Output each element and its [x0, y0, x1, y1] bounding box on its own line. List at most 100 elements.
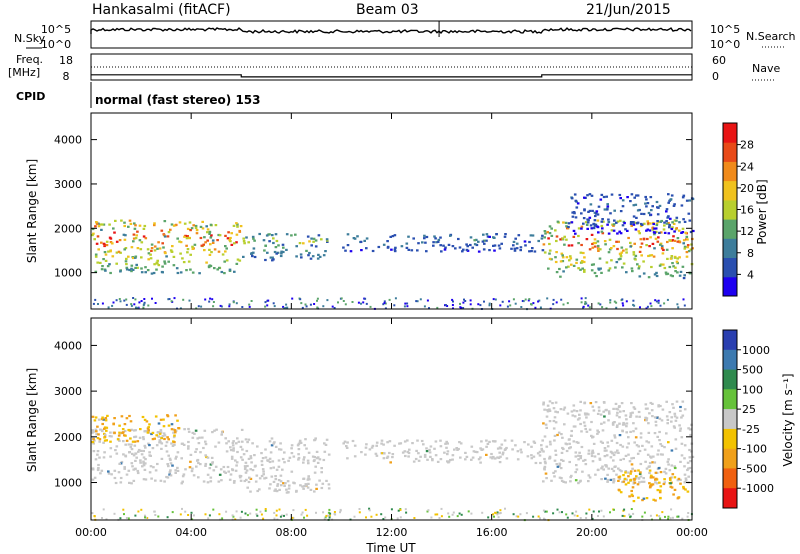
velocity-cell	[160, 457, 164, 460]
velocity-cell	[500, 443, 504, 446]
velocity-cell	[159, 429, 163, 432]
power-cell	[665, 222, 669, 225]
power-cell	[132, 240, 135, 243]
velocity-cell	[429, 455, 432, 458]
power-cell	[588, 216, 592, 219]
velocity-cell	[103, 436, 106, 439]
velocity-cell	[683, 473, 687, 476]
velocity-cell	[92, 450, 96, 453]
power-cell	[685, 251, 689, 254]
velocity-cell	[327, 511, 330, 514]
velocity-cell	[496, 513, 499, 516]
velocity-cell	[501, 451, 505, 454]
power-cell	[663, 266, 667, 270]
velocity-cell	[131, 440, 135, 443]
power-cell	[405, 242, 409, 245]
power-y-label: Slant Range [km]	[25, 159, 39, 263]
velocity-cell	[543, 457, 546, 461]
power-cell	[369, 305, 372, 308]
power-cell	[664, 271, 668, 274]
velocity-cell	[498, 512, 501, 515]
velocity-cell	[623, 515, 626, 518]
velocity-cell	[279, 474, 283, 477]
velocity-cell	[637, 410, 641, 414]
power-cell	[647, 276, 651, 279]
power-cell	[127, 255, 130, 258]
power-cell	[452, 307, 454, 310]
power-cell	[680, 231, 683, 234]
velocity-cell	[381, 452, 384, 455]
velocity-cell	[285, 491, 289, 494]
velocity-cell	[212, 469, 216, 472]
velocity-cell	[532, 455, 536, 458]
velocity-cell	[209, 480, 213, 483]
velocity-cell	[101, 429, 104, 433]
velocity-cell	[179, 513, 182, 516]
power-cell	[662, 248, 665, 252]
velocity-cell	[204, 464, 207, 467]
power-cell	[103, 251, 107, 254]
velocity-cell	[548, 440, 552, 443]
velocity-cell	[132, 468, 135, 471]
power-cell	[282, 250, 285, 254]
velocity-cell	[680, 416, 683, 419]
colorbar-swatch	[723, 238, 737, 258]
velocity-cell	[118, 431, 121, 434]
power-cell	[388, 298, 391, 301]
power-cell	[589, 203, 593, 206]
velocity-cell	[639, 436, 643, 439]
velocity-cell	[618, 469, 622, 472]
power-cell	[172, 224, 176, 227]
velocity-cell	[498, 461, 502, 464]
velocity-cell	[669, 482, 672, 485]
velocity-cell	[657, 405, 660, 408]
velocity-cell	[103, 433, 107, 436]
velocity-cell	[613, 508, 615, 511]
velocity-cell	[624, 471, 627, 474]
power-cell	[590, 233, 594, 236]
power-cell	[667, 215, 670, 218]
freq-unit: [MHz]	[8, 66, 40, 79]
velocity-cell	[446, 450, 450, 453]
power-cell	[322, 254, 326, 257]
velocity-cell	[346, 441, 349, 444]
power-cell	[615, 261, 619, 264]
power-cell	[439, 236, 442, 239]
power-cell	[655, 222, 659, 225]
power-cell	[570, 221, 574, 224]
velocity-cell	[561, 511, 563, 514]
velocity-cell	[246, 514, 249, 517]
power-cell	[672, 204, 676, 207]
velocity-cell	[322, 458, 326, 462]
velocity-cell	[648, 412, 651, 415]
power-cell	[157, 241, 160, 244]
power-cell	[269, 256, 273, 259]
velocity-cell	[652, 455, 655, 458]
power-cell	[142, 306, 145, 309]
velocity-cell	[578, 480, 582, 483]
velocity-cell	[258, 477, 262, 480]
velocity-cell	[163, 434, 167, 437]
velocity-cell	[632, 406, 636, 409]
power-cell	[682, 194, 686, 197]
power-cell	[662, 228, 666, 231]
power-cell	[386, 240, 389, 243]
velocity-cell	[247, 480, 251, 484]
power-cell	[666, 240, 669, 244]
power-cell	[580, 243, 583, 247]
power-cell	[435, 241, 438, 244]
station-title: Hankasalmi (fitACF)	[92, 2, 231, 18]
velocity-cell	[237, 440, 241, 443]
velocity-cell	[516, 458, 520, 461]
velocity-cell	[605, 449, 608, 452]
power-cell	[147, 304, 150, 307]
velocity-cell	[140, 508, 143, 511]
power-cell	[477, 250, 481, 253]
velocity-cell	[650, 445, 654, 448]
power-cell	[648, 245, 651, 248]
velocity-cell	[147, 429, 150, 432]
velocity-cell	[592, 442, 596, 445]
power-cell	[461, 250, 464, 253]
velocity-cell	[388, 440, 392, 443]
power-cell	[621, 205, 625, 208]
